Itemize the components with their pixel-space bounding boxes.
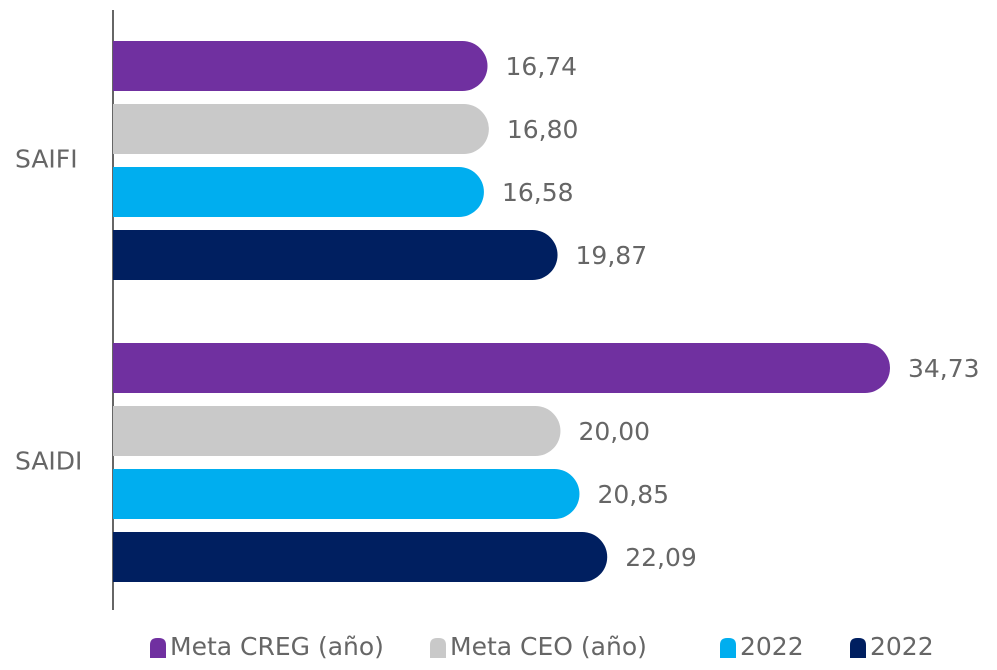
bar	[113, 104, 489, 154]
value-label: 34,73	[908, 354, 980, 383]
legend-swatch	[430, 638, 446, 658]
legend-swatch	[850, 638, 866, 658]
bar	[113, 469, 580, 519]
bar	[113, 167, 484, 217]
value-label: 16,80	[507, 115, 579, 144]
bar	[113, 230, 558, 280]
legend-label: Meta CEO (año)	[450, 632, 647, 661]
value-label: 19,87	[576, 241, 648, 270]
legend-label: 2022	[870, 632, 934, 661]
bar	[113, 532, 608, 582]
category-label: SAIDI	[15, 447, 82, 476]
bar	[113, 406, 561, 456]
legend-label: Meta CREG (año)	[170, 632, 384, 661]
bar	[113, 343, 890, 393]
value-label: 16,74	[506, 52, 578, 81]
bar	[113, 41, 488, 91]
legend-label: 2022	[740, 632, 804, 661]
value-label: 20,00	[578, 417, 650, 446]
legend-swatch	[720, 638, 736, 658]
value-label: 20,85	[597, 480, 669, 509]
legend-swatch	[150, 638, 166, 658]
category-label: SAIFI	[15, 145, 78, 174]
value-label: 16,58	[502, 178, 574, 207]
value-label: 22,09	[625, 543, 697, 572]
